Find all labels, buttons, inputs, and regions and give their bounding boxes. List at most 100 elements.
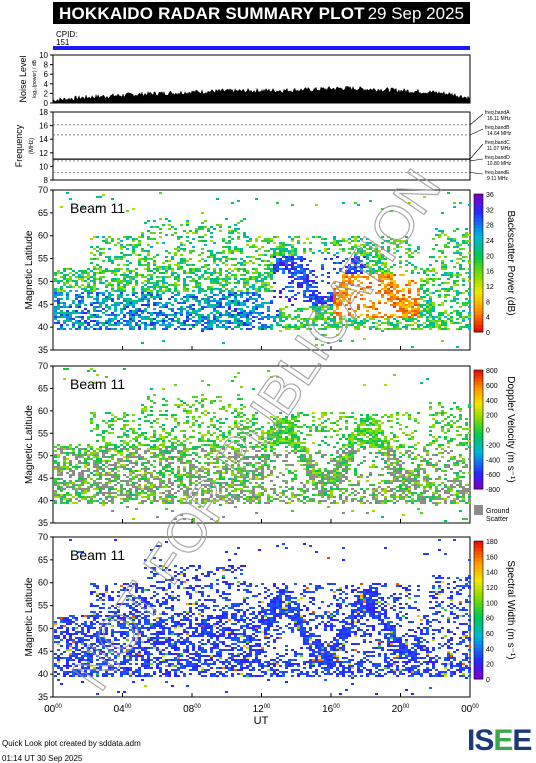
scatter-cell xyxy=(111,284,114,286)
scatter-cell xyxy=(456,284,459,286)
scatter-cell xyxy=(405,326,408,328)
scatter-cell xyxy=(234,308,237,310)
scatter-cell xyxy=(174,316,177,318)
scatter-cell xyxy=(306,450,309,452)
scatter-cell xyxy=(237,432,240,434)
scatter-cell xyxy=(171,482,174,484)
scatter-cell xyxy=(402,294,405,296)
scatter-cell xyxy=(282,438,285,440)
scatter-cell xyxy=(324,258,327,260)
scatter-cell xyxy=(138,236,141,238)
scatter-cell xyxy=(135,312,138,314)
scatter-cell xyxy=(354,262,357,264)
scatter-cell xyxy=(99,316,102,318)
scatter-cell xyxy=(132,292,135,294)
scatter-cell xyxy=(180,244,183,246)
scatter-cell xyxy=(123,460,126,462)
scatter-cell xyxy=(144,470,147,472)
scatter-cell xyxy=(219,316,222,318)
scatter-cell xyxy=(390,296,393,298)
scatter-cell xyxy=(93,480,96,482)
scatter-cell xyxy=(261,436,264,438)
scatter-cell xyxy=(120,494,123,496)
scatter-cell xyxy=(174,278,177,280)
scatter-cell xyxy=(69,480,72,482)
scatter-cell xyxy=(408,288,411,290)
scatter-cell xyxy=(249,442,252,444)
scatter-cell xyxy=(417,320,420,322)
scatter-cell xyxy=(219,288,222,290)
scatter-cell xyxy=(273,468,276,470)
scatter-cell xyxy=(156,438,159,440)
scatter-cell xyxy=(180,454,183,456)
scatter-cell xyxy=(306,324,309,326)
scatter-cell xyxy=(135,450,138,452)
freq-band-value: 16.11 MHz xyxy=(487,116,511,122)
power-colorbar-tick: 4 xyxy=(486,315,490,322)
scatter-cell xyxy=(465,324,468,326)
scatter-cell xyxy=(177,500,180,502)
scatter-cell xyxy=(213,448,216,450)
scatter-cell xyxy=(294,416,297,418)
scatter-cell xyxy=(228,430,231,432)
scatter-cell xyxy=(288,502,291,504)
scatter-cell xyxy=(108,426,111,428)
scatter-cell xyxy=(300,464,303,466)
scatter-cell xyxy=(120,280,123,282)
scatter-cell xyxy=(441,232,444,234)
scatter-cell xyxy=(159,414,162,416)
scatter-cell xyxy=(381,272,384,274)
scatter-cell xyxy=(180,258,183,260)
scatter-cell xyxy=(246,318,249,320)
scatter-cell xyxy=(378,324,381,326)
scatter-cell xyxy=(69,328,72,330)
scatter-cell xyxy=(255,474,258,476)
scatter-cell xyxy=(189,276,192,278)
scatter-cell xyxy=(195,232,198,234)
scatter-cell xyxy=(444,320,447,322)
scatter-cell xyxy=(78,302,81,304)
scatter-cell xyxy=(90,296,93,298)
scatter-cell xyxy=(99,306,102,308)
scatter-cell xyxy=(93,248,96,250)
scatter-cell xyxy=(81,482,84,484)
scatter-cell xyxy=(462,292,465,294)
scatter-cell xyxy=(297,314,300,316)
colorbar-cell xyxy=(474,294,483,298)
scatter-cell xyxy=(402,318,405,320)
scatter-cell xyxy=(357,240,360,242)
scatter-cell xyxy=(270,262,273,264)
scatter-cell xyxy=(141,300,144,302)
scatter-cell xyxy=(402,290,405,292)
scatter-cell xyxy=(342,318,345,320)
scatter-cell xyxy=(315,302,318,304)
scatter-cell xyxy=(174,456,177,458)
scatter-cell xyxy=(96,300,99,302)
scatter-cell xyxy=(72,324,75,326)
scatter-cell xyxy=(273,452,276,454)
scatter-cell xyxy=(168,490,171,492)
scatter-cell xyxy=(141,434,144,436)
scatter-cell xyxy=(261,240,264,242)
scatter-cell xyxy=(90,302,93,304)
scatter-cell xyxy=(66,306,69,308)
scatter-cell xyxy=(210,400,213,402)
scatter-cell xyxy=(447,294,450,296)
scatter-cell xyxy=(69,312,72,314)
scatter-cell xyxy=(144,486,147,488)
scatter-cell xyxy=(465,326,468,328)
scatter-cell xyxy=(375,314,378,316)
scatter-cell xyxy=(405,318,408,320)
scatter-cell xyxy=(336,240,339,242)
scatter-cell xyxy=(228,458,231,460)
scatter-cell xyxy=(72,496,75,498)
scatter-cell xyxy=(69,314,72,316)
scatter-cell xyxy=(69,316,72,318)
scatter-cell xyxy=(351,260,354,262)
scatter-cell xyxy=(324,320,327,322)
scatter-cell xyxy=(102,500,105,502)
scatter-cell xyxy=(147,236,150,238)
scatter-cell xyxy=(291,272,294,274)
power-colorbar-tick: 12 xyxy=(486,284,494,291)
scatter-cell xyxy=(375,254,378,256)
